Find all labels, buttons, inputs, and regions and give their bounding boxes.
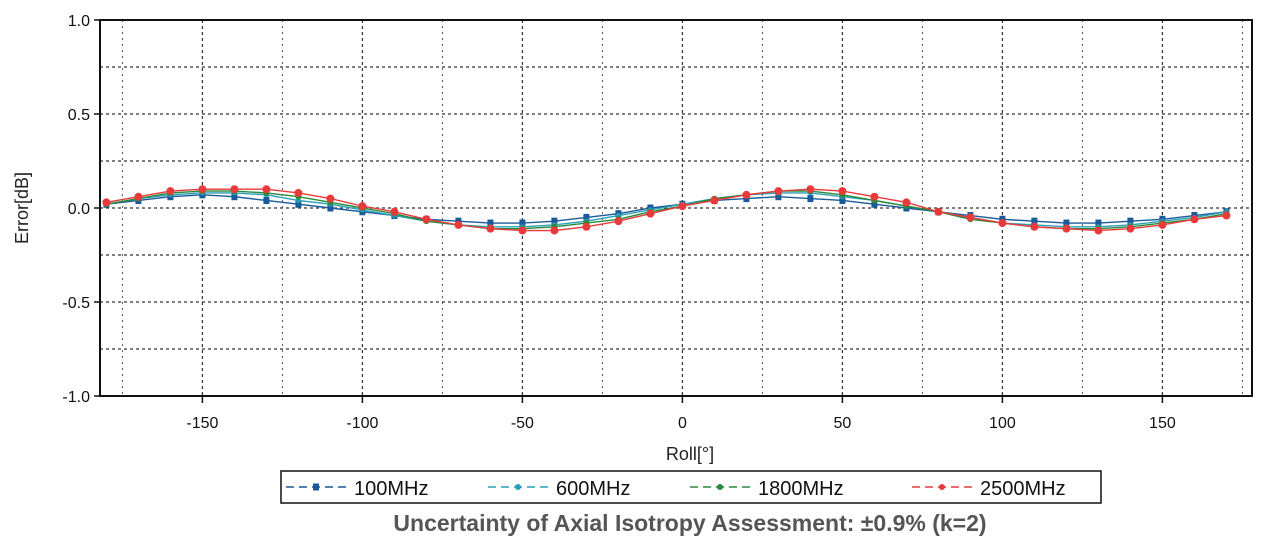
legend-item-600MHz: 600MHz [488,478,630,500]
chart-caption: Uncertainty of Axial Isotropy Assessment… [393,510,986,536]
data-point [487,219,494,227]
legend-marker [515,484,521,490]
data-point [902,198,911,207]
series-line [106,188,1227,232]
x-tick-label: 0 [678,415,687,432]
data-point [1127,217,1134,225]
data-point [102,198,111,207]
legend-marker [939,484,945,490]
series-2500MHz [102,185,1231,235]
legend-item-100MHz: 100MHz [286,478,428,500]
data-point [518,226,527,235]
y-tick-label: 0.0 [68,201,90,218]
x-tick-label: -150 [186,415,218,432]
y-axis-ticks: 1.0 0.5 0.0 -0.5 -1.0 [62,13,100,406]
y-axis-title: Error[dB] [12,172,32,244]
legend-label: 600MHz [556,478,630,500]
data-point [839,196,846,204]
legend: 100MHz 600MHz 1800MHz 2500MHz [280,470,1102,504]
data-point [1095,219,1102,227]
data-point [1063,219,1070,227]
x-tick-label: -100 [346,415,378,432]
data-point [871,200,878,208]
y-tick-label: 1.0 [68,13,90,30]
data-point [550,226,559,235]
data-point [1062,224,1071,233]
y-tick-label: -0.5 [62,295,90,312]
data-point [807,195,814,203]
data-point [774,187,783,196]
data-point [454,220,463,229]
series-line [106,192,1227,228]
data-point [1126,224,1135,233]
legend-marker [717,484,723,490]
data-point [966,213,975,222]
data-point [1031,217,1038,225]
data-point [134,192,143,201]
data-point [678,202,687,211]
data-point [551,217,558,225]
x-axis-title: Roll[°] [666,444,714,464]
y-tick-label: -1.0 [62,389,90,406]
data-point [870,192,879,201]
data-point [1158,220,1167,229]
x-tick-label: 50 [834,415,852,432]
data-point [294,188,303,197]
series-line [106,194,1227,224]
data-point [775,193,782,201]
data-point [1030,222,1039,231]
data-point [486,224,495,233]
data-point [231,193,238,201]
data-point [582,222,591,231]
data-point [1094,226,1103,235]
legend-marker [313,483,319,491]
data-point [166,187,175,196]
data-point [1222,211,1231,220]
data-point [646,209,655,218]
x-axis-ticks: -150 -100 -50 0 50 100 150 [186,396,1176,432]
x-tick-label: 150 [1149,415,1176,432]
data-point [422,215,431,224]
legend-item-2500MHz: 2500MHz [912,478,1066,500]
data-point [838,187,847,196]
data-point [998,219,1007,228]
series-group [102,185,1231,235]
data-point [1190,215,1199,224]
x-tick-label: 100 [989,415,1016,432]
data-point [710,196,719,205]
data-point [614,217,623,226]
data-point [519,219,526,227]
data-point [806,185,815,194]
data-point [583,213,590,221]
data-point [262,185,271,194]
data-point [390,207,399,216]
legend-label: 2500MHz [980,478,1066,500]
legend-item-1800MHz: 1800MHz [690,478,844,500]
legend-label: 100MHz [354,478,428,500]
data-point [230,185,239,194]
data-point [326,194,335,203]
data-point [742,190,751,199]
legend-label: 1800MHz [758,478,844,500]
data-point [327,204,334,212]
y-tick-label: 0.5 [68,107,90,124]
data-point [358,202,367,211]
grid-lines [100,20,1252,396]
data-point [198,185,207,194]
data-point [263,196,270,204]
data-point [295,200,302,208]
x-tick-label: -50 [511,415,534,432]
data-point [934,207,943,216]
